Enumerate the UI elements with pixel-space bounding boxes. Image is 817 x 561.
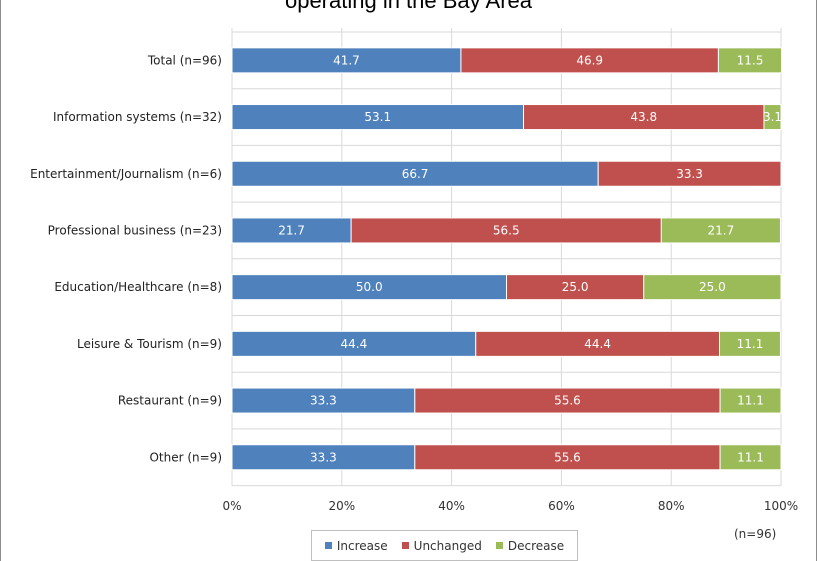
category-label: Education/Healthcare (n=8) — [54, 280, 222, 294]
bar-increase — [231, 104, 525, 131]
x-tick-label: 60% — [548, 499, 575, 513]
data-label: 21.7 — [708, 223, 735, 237]
x-tick-label: 80% — [658, 499, 685, 513]
bar-decrease — [763, 104, 782, 131]
bar-decrease — [719, 444, 782, 471]
legend-item-unchanged: Unchanged — [401, 538, 482, 553]
data-label: 25.0 — [562, 280, 589, 294]
bar-unchanged — [597, 160, 782, 187]
bar-decrease — [643, 274, 782, 301]
legend-label-decrease: Decrease — [507, 538, 565, 553]
bar-unchanged — [475, 330, 721, 357]
data-label: 55.6 — [554, 450, 581, 464]
data-label: 33.3 — [676, 167, 703, 181]
x-tick-label: 40% — [438, 499, 465, 513]
data-label: 43.8 — [630, 110, 657, 124]
bar-unchanged — [460, 47, 719, 74]
data-label: 56.5 — [493, 223, 520, 237]
bar-unchanged — [350, 217, 662, 244]
data-label: 21.7 — [278, 223, 305, 237]
category-label: Information systems (n=32) — [53, 110, 222, 124]
data-label: 55.6 — [554, 394, 581, 408]
bar-decrease — [717, 47, 783, 74]
bar-increase — [231, 274, 507, 301]
category-label: Restaurant (n=9) — [118, 394, 222, 408]
bar-unchanged — [506, 274, 645, 301]
category-label: Total (n=96) — [147, 53, 222, 67]
x-tick-label: 100% — [764, 499, 798, 513]
bar-increase — [231, 160, 599, 187]
data-label: 46.9 — [576, 53, 603, 67]
bar-unchanged — [523, 104, 765, 131]
legend-swatch-unchanged — [401, 542, 409, 549]
bar-increase — [231, 330, 477, 357]
data-label: 41.7 — [333, 53, 360, 67]
category-label: Entertainment/Journalism (n=6) — [30, 167, 222, 181]
bar-decrease — [660, 217, 781, 244]
data-label: 3.1 — [763, 110, 782, 124]
data-label: 50.0 — [356, 280, 383, 294]
category-label: Leisure & Tourism (n=9) — [77, 337, 222, 351]
data-label: 44.4 — [584, 337, 611, 351]
legend-swatch-increase — [324, 542, 332, 549]
category-label: Other (n=9) — [149, 450, 222, 464]
x-tick-label: 20% — [328, 499, 355, 513]
bar-decrease — [719, 387, 782, 414]
bar-increase — [231, 47, 462, 74]
legend-item-decrease: Decrease — [495, 538, 565, 553]
bar-increase — [231, 387, 416, 414]
bar-increase — [231, 444, 416, 471]
bar-increase — [231, 217, 352, 244]
legend-swatch-decrease — [495, 542, 503, 549]
bar-unchanged — [414, 387, 721, 414]
bar-unchanged — [414, 444, 721, 471]
data-label: 66.7 — [402, 167, 429, 181]
data-label: 53.1 — [364, 110, 391, 124]
data-label: 25.0 — [699, 280, 726, 294]
chart-legend: Increase Unchanged Decrease — [311, 530, 578, 561]
data-label: 11.1 — [737, 450, 764, 464]
bar-decrease — [719, 330, 781, 357]
x-tick-label: 0% — [222, 499, 241, 513]
chart-title: operating in the Bay Area — [284, 0, 533, 13]
legend-label-unchanged: Unchanged — [413, 538, 482, 553]
sample-size-note: (n=96) — [734, 527, 777, 541]
category-label: Professional business (n=23) — [48, 223, 222, 237]
legend-item-increase: Increase — [324, 538, 388, 553]
legend-label-increase: Increase — [336, 538, 388, 553]
data-label: 11.5 — [737, 53, 764, 67]
data-label: 11.1 — [737, 337, 764, 351]
data-label: 44.4 — [341, 337, 368, 351]
data-label: 11.1 — [737, 394, 764, 408]
data-label: 33.3 — [310, 394, 337, 408]
data-label: 33.3 — [310, 450, 337, 464]
